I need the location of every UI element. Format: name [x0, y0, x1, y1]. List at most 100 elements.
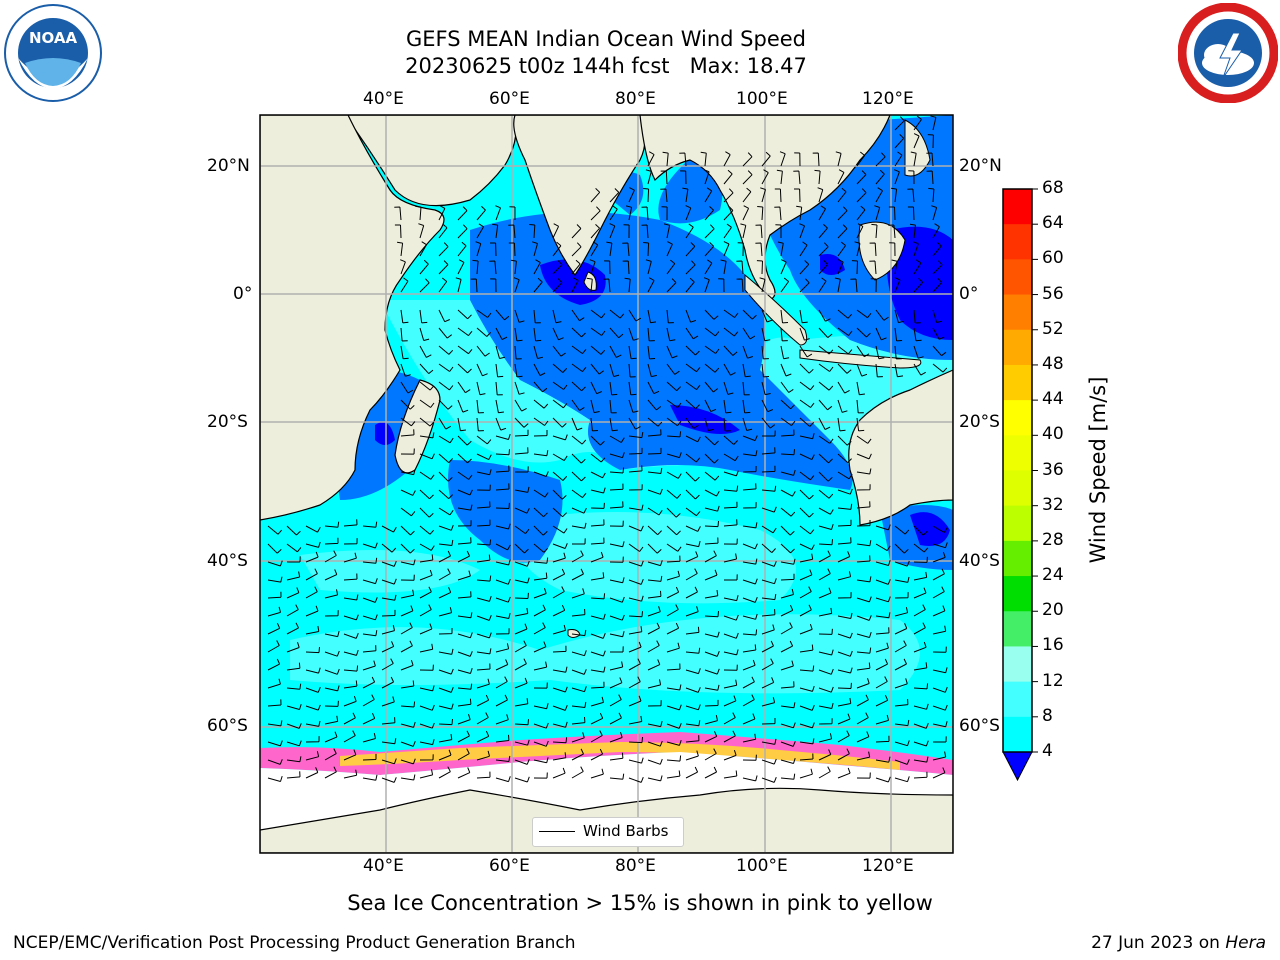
wind-barb — [495, 417, 507, 431]
wind-barb — [590, 241, 599, 257]
wind-barb — [856, 772, 871, 779]
wind-barb — [343, 519, 358, 527]
wind-barb — [457, 520, 472, 527]
wind-barb — [780, 429, 795, 437]
wind-barb — [818, 702, 834, 709]
wind-barb — [856, 327, 871, 338]
noaa-logo-text: NOAA — [29, 29, 78, 47]
wind-barb — [799, 705, 815, 711]
wind-barb — [869, 260, 877, 275]
wind-barb — [419, 554, 434, 563]
wind-barb — [457, 748, 470, 761]
wind-barb — [438, 223, 448, 239]
wind-barb — [324, 668, 340, 675]
wind-barb — [837, 259, 844, 275]
wind-barb — [679, 152, 687, 167]
wind-barb — [818, 223, 828, 239]
wind-barb — [723, 206, 734, 221]
wind-barb — [761, 578, 777, 585]
wind-barb — [267, 699, 282, 707]
wind-barb — [837, 748, 850, 761]
wind-barb — [418, 223, 425, 239]
wind-barb — [799, 260, 810, 275]
wind-barb — [837, 519, 852, 527]
wind-barb — [856, 363, 868, 377]
wind-barb — [875, 169, 885, 185]
wind-barb — [508, 224, 516, 239]
wind-barb — [305, 720, 321, 727]
wind-barb — [685, 327, 699, 340]
wind-barb — [685, 381, 701, 391]
wind-barb — [514, 399, 527, 412]
wind-barb — [666, 327, 676, 342]
colorbar-tick-label: 36 — [1042, 459, 1064, 480]
wind-barb — [362, 630, 378, 637]
wind-barb — [723, 169, 733, 185]
wind-barb — [362, 645, 377, 653]
wind-barb — [856, 731, 870, 743]
wind-barb — [799, 489, 814, 500]
wind-barb — [647, 575, 663, 582]
wind-barb — [777, 241, 784, 257]
colorbar-tick-label: 8 — [1042, 705, 1053, 726]
wind-barb — [647, 525, 662, 536]
wind-barb — [780, 681, 795, 689]
wind-barb — [742, 205, 750, 221]
wind-barb — [476, 694, 490, 707]
wind-barb — [609, 309, 625, 319]
wind-barb — [837, 667, 853, 674]
wind-barb — [647, 775, 663, 782]
wind-barb — [666, 663, 681, 671]
wind-barb — [856, 399, 864, 414]
wind-barb — [571, 550, 584, 563]
wind-barb — [590, 206, 601, 221]
wind-barb — [476, 205, 486, 221]
wind-barb — [324, 630, 340, 638]
wind-barb — [514, 381, 525, 395]
wind-barb — [343, 749, 357, 761]
wind-barb — [685, 668, 701, 675]
wind-barb — [723, 538, 738, 545]
wind-barb — [438, 471, 453, 482]
wind-barb — [913, 641, 927, 653]
wind-barb — [286, 683, 302, 690]
footer-date-text: 27 Jun 2023 on — [1091, 933, 1226, 953]
wind-barb — [552, 666, 568, 673]
wind-barb — [305, 586, 318, 599]
wind-barb — [590, 309, 606, 319]
colorbar-segment — [1003, 189, 1032, 225]
wind-barb — [780, 469, 796, 476]
wind-barb — [894, 576, 910, 583]
wind-barb — [552, 552, 566, 563]
wind-barb — [780, 381, 794, 393]
wind-barb — [723, 712, 736, 725]
wind-barb — [438, 205, 446, 221]
wind-barb — [394, 206, 402, 221]
wind-barb — [799, 471, 815, 481]
wind-barb — [837, 224, 848, 239]
wind-barb — [647, 467, 663, 474]
wind-barb — [457, 550, 471, 563]
wind-barb — [476, 678, 490, 689]
wind-barb — [723, 553, 738, 563]
wind-barb — [286, 740, 302, 747]
wind-barb — [685, 363, 701, 373]
wind-barb — [666, 399, 682, 409]
wind-barb — [799, 553, 814, 563]
wind-barb — [400, 309, 409, 324]
wind-barb — [571, 732, 585, 743]
wind-barb — [647, 740, 663, 747]
wind-barb — [742, 659, 756, 671]
wind-barb — [305, 751, 320, 761]
wind-barb — [508, 242, 516, 257]
colorbar-segment — [1003, 646, 1032, 683]
wind-barb — [495, 628, 510, 635]
wind-barb — [856, 678, 870, 689]
wind-barb — [856, 662, 871, 671]
wind-barb — [472, 259, 479, 275]
wind-barb — [514, 345, 522, 360]
colorbar-tick-label: 28 — [1042, 529, 1064, 550]
wind-barb — [685, 551, 699, 563]
wind-barb — [609, 501, 624, 509]
wind-barb — [856, 309, 872, 319]
